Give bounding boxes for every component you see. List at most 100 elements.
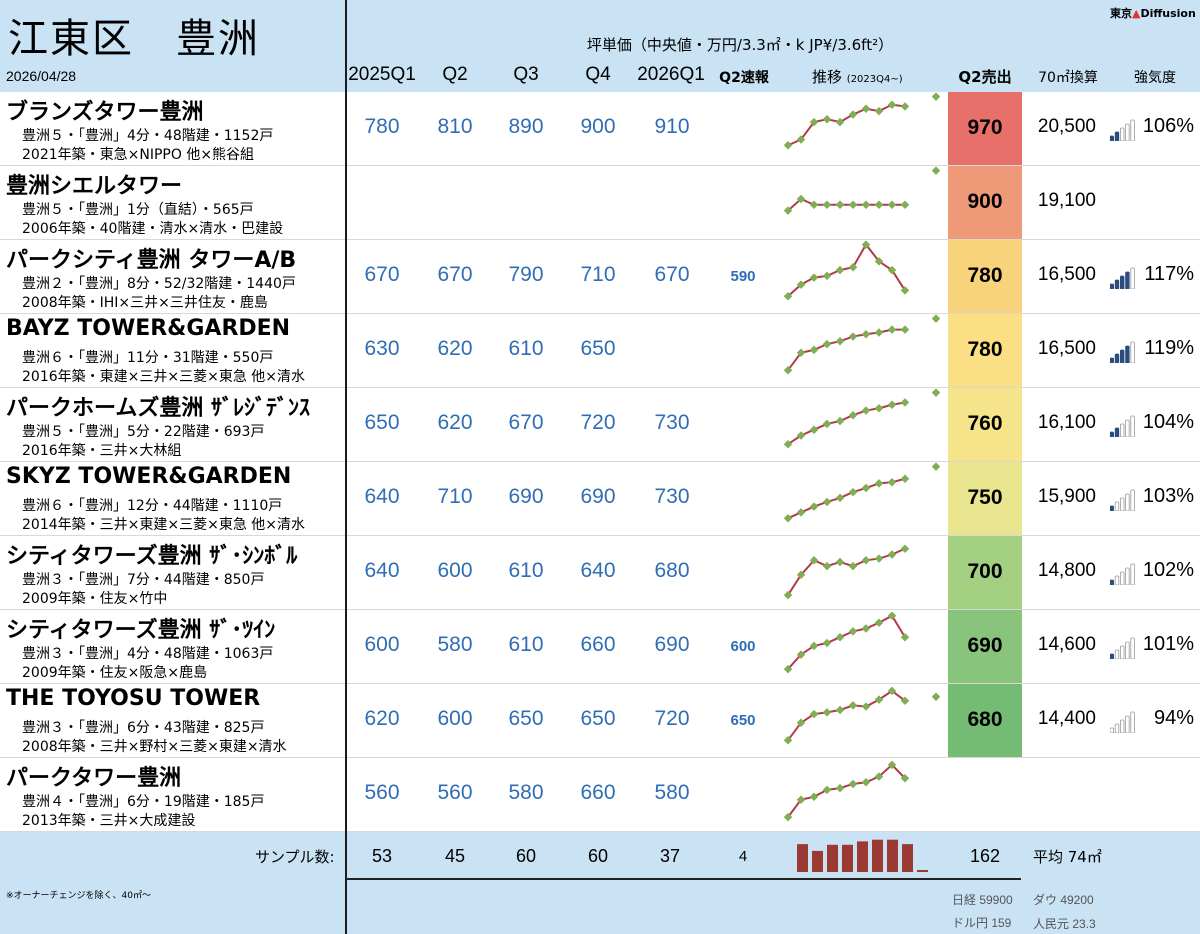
q2-sold-price: 970 — [967, 116, 1003, 139]
trend-point — [900, 102, 910, 111]
col-trend-label: 推移 — [812, 68, 843, 86]
building-name: THE TOYOSU TOWER — [6, 686, 261, 711]
price-cell: 620 — [437, 337, 473, 360]
price-cell: 600 — [437, 559, 473, 582]
price-cell: 730 — [654, 485, 690, 508]
trend-point — [835, 493, 845, 503]
tower-icon: ▲ — [1132, 7, 1141, 20]
header-left-background — [0, 0, 346, 92]
row-divider — [0, 313, 1200, 314]
sold-price-cell — [948, 166, 1022, 240]
sold-price-cell — [948, 240, 1022, 314]
q2-flash-price: 590 — [730, 268, 756, 285]
price-cell: 650 — [364, 411, 400, 434]
strength-bar — [1120, 127, 1125, 141]
histogram-bar — [872, 839, 883, 872]
strength-value: 94% — [1153, 707, 1194, 729]
strength-signal-icon — [1110, 415, 1135, 437]
building-info-builder: 2016年築・東建×三井×三菱×東急 他×清水 — [22, 369, 306, 385]
price-70sqm: 14,600 — [1037, 634, 1096, 655]
strength-signal-icon — [1110, 341, 1135, 363]
brand-city: 東京 — [1110, 7, 1132, 20]
q2-sold-price: 780 — [967, 264, 1003, 287]
price-cell: 610 — [508, 633, 544, 656]
trend-sparkline — [783, 686, 941, 745]
sample-q3: 60 — [515, 846, 537, 866]
price-cell: 620 — [437, 411, 473, 434]
strength-bar — [1130, 415, 1135, 437]
trend-point — [848, 779, 858, 789]
trend-point — [783, 513, 793, 523]
sample-sold-count: 162 — [969, 846, 1001, 866]
col-trend: 推移 (2023Q4~) — [812, 66, 903, 87]
row-divider — [0, 757, 1200, 758]
strength-bar — [1110, 579, 1114, 585]
trend-line — [787, 242, 906, 297]
building-name: パークタワー豊洲 — [6, 766, 182, 791]
trend-point — [861, 556, 871, 565]
building-info-builder: 2014年築・三井×東建×三菱×東急 他×清水 — [22, 517, 306, 533]
row-divider — [0, 609, 1200, 610]
trend-point — [822, 419, 832, 429]
column-divider — [345, 0, 347, 934]
price-cell: 660 — [580, 781, 616, 804]
footnote: ※オーナーチェンジを除く、40㎡〜 — [6, 891, 151, 901]
table-title: 坪単価（中央値・万円/3.3㎡・k JP¥/3.6ft²） — [586, 36, 894, 54]
sold-price-cell — [948, 92, 1022, 166]
building-info-builder: 2021年築・東急×NIPPO 他×熊谷組 — [22, 147, 255, 163]
row-divider — [0, 461, 1200, 462]
trend-line — [787, 103, 906, 147]
strength-bar — [1114, 353, 1120, 363]
trend-sparkline — [783, 314, 941, 375]
trend-point — [900, 544, 910, 553]
strength-bar — [1110, 431, 1114, 437]
row-divider — [0, 831, 1200, 832]
strength-bar — [1125, 493, 1130, 511]
trend-current-point — [931, 388, 941, 397]
trend-sparkline — [783, 92, 941, 150]
trend-point — [848, 627, 858, 636]
trend-point — [848, 110, 858, 119]
strength-signal-icon — [1110, 489, 1135, 511]
col-q2-sold: Q2売出 — [958, 68, 1012, 86]
price-cell: 610 — [508, 559, 544, 582]
strength-bar — [1110, 653, 1114, 659]
strength-value: 102% — [1142, 559, 1194, 581]
building-info-location: 豊洲３・「豊洲」4分・48階建・1063戸 — [22, 646, 274, 662]
trend-current-point — [931, 166, 941, 175]
price-cell: 580 — [437, 633, 473, 656]
histogram-bar — [902, 844, 913, 872]
dow-index: ダウ 49200 — [1033, 893, 1094, 907]
trend-point — [848, 487, 858, 497]
price-cell: 810 — [437, 115, 473, 138]
price-cell: 690 — [580, 485, 616, 508]
building-info-location: 豊洲２・「豊洲」8分・52/32階建・1440戸 — [22, 276, 296, 292]
histogram-bar — [827, 844, 838, 872]
row-divider — [0, 535, 1200, 536]
trend-point — [874, 328, 884, 337]
brand-name: Diffusion — [1140, 7, 1196, 20]
trend-point — [848, 262, 858, 272]
price-70sqm: 20,500 — [1037, 116, 1096, 137]
col-q2: Q2 — [442, 64, 468, 85]
q2-sold-price: 690 — [967, 634, 1003, 657]
building-info-builder: 2016年築・三井×大林組 — [22, 443, 182, 459]
building-info-location: 豊洲３・「豊洲」7分・44階建・850戸 — [22, 572, 265, 588]
building-info-location: 豊洲４・「豊洲」6分・19階建・185戸 — [22, 794, 265, 810]
price-cell: 580 — [654, 781, 690, 804]
strength-bar — [1110, 283, 1114, 289]
row-divider — [0, 165, 1200, 166]
price-cell: 710 — [437, 485, 473, 508]
strength-bar — [1125, 641, 1130, 659]
trend-point — [822, 497, 832, 507]
trend-current-point — [931, 314, 941, 323]
trend-point — [887, 200, 897, 210]
building-info-location: 豊洲５・「豊洲」1分（直結）・565戸 — [22, 202, 254, 218]
footer-background — [0, 832, 1200, 934]
trend-point — [874, 106, 884, 116]
building-info-location: 豊洲３・「豊洲」6分・43階建・825戸 — [22, 720, 265, 736]
strength-bar — [1114, 279, 1120, 289]
header-right-background — [346, 0, 1200, 92]
q2-sold-price: 700 — [967, 560, 1003, 583]
col-q3: Q3 — [513, 64, 539, 85]
